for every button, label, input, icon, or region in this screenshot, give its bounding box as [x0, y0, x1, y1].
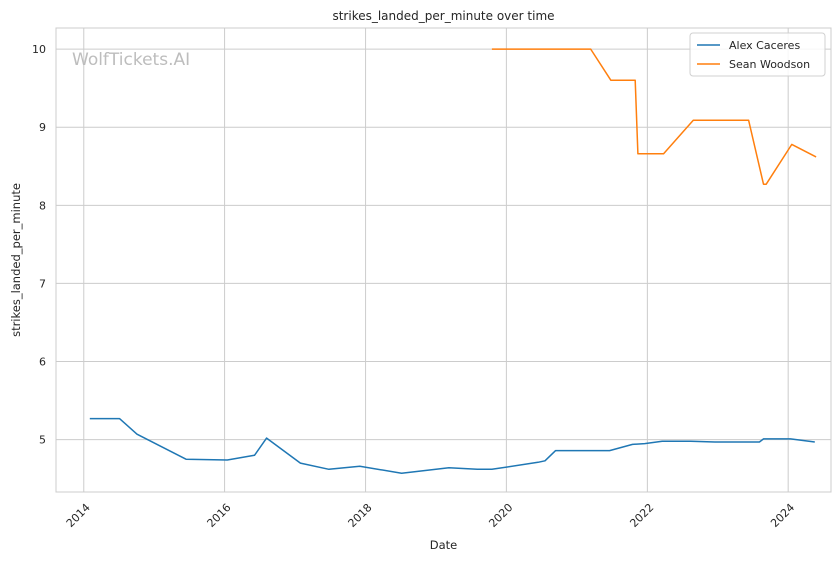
y-tick-label: 8: [39, 199, 46, 212]
y-tick-label: 7: [39, 277, 46, 290]
series-line-alex-caceres: [89, 417, 815, 475]
x-tick-labels: 2014 2016 2018 2020 2022 2024: [64, 501, 797, 530]
y-tick-label: 6: [39, 356, 46, 369]
x-tick-label: 2024: [768, 501, 797, 530]
x-tick-label: 2020: [486, 501, 515, 530]
series-lines: [89, 48, 817, 475]
series-line-sean-woodson: [491, 48, 817, 185]
x-tick-label: 2018: [346, 501, 375, 530]
y-tick-label: 10: [32, 43, 46, 56]
x-axis-label: Date: [430, 538, 458, 552]
y-tick-label: 9: [39, 121, 46, 134]
watermark: WolfTickets.AI: [72, 50, 190, 70]
y-tick-label: 5: [39, 434, 46, 447]
legend-label-alex-caceres: Alex Caceres: [729, 39, 800, 52]
legend-label-sean-woodson: Sean Woodson: [729, 58, 810, 71]
x-tick-label: 2016: [205, 501, 234, 530]
y-tick-labels: 5 6 7 8 9 10: [32, 43, 46, 447]
y-axis-label: strikes_landed_per_minute: [9, 183, 23, 337]
plot-area: [55, 27, 832, 493]
legend: Alex Caceres Sean Woodson: [689, 32, 826, 77]
x-tick-label: 2022: [627, 501, 656, 530]
x-tick-label: 2014: [64, 501, 93, 530]
grid-lines: [56, 28, 831, 492]
chart-title: strikes_landed_per_minute over time: [332, 9, 554, 23]
legend-box: [689, 32, 826, 77]
